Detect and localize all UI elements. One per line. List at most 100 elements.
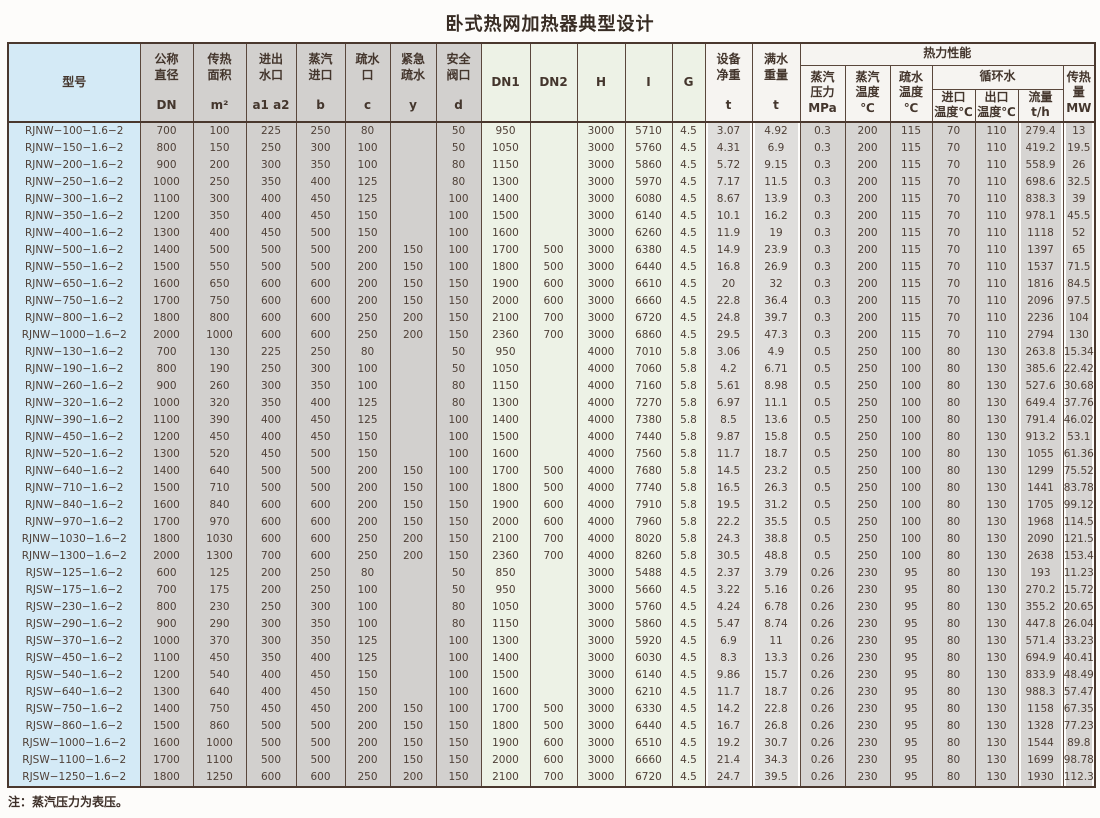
value-cell: 1250	[192, 768, 247, 787]
value-cell: 270.2	[1017, 581, 1064, 599]
value-cell: 4000	[576, 479, 626, 497]
value-cell: 0.26	[799, 683, 846, 701]
model-cell: RJNW−350−1.6−2	[7, 207, 141, 225]
value-cell: 700	[529, 326, 578, 344]
value-cell: 200	[844, 207, 891, 225]
value-cell: 110	[974, 190, 1019, 208]
value-cell: 200	[844, 120, 891, 140]
value-cell: 70	[931, 120, 976, 140]
value-cell: 0.3	[799, 207, 846, 225]
value-cell: 8260	[624, 547, 673, 565]
value-cell: 500	[245, 241, 297, 259]
value-cell: 6610	[624, 275, 673, 293]
value-cell: 13.9	[751, 190, 801, 208]
value-cell: 350	[295, 615, 346, 633]
value-cell: 100	[435, 241, 482, 259]
value-cell: 1150	[480, 156, 531, 174]
model-cell: RJNW−250−1.6−2	[7, 173, 141, 191]
model-cell: RJNW−450−1.6−2	[7, 428, 141, 446]
value-cell: 50	[435, 564, 482, 582]
value-cell: 115	[889, 139, 933, 157]
value-cell: 130	[1062, 326, 1096, 344]
value-cell: 100	[435, 700, 482, 718]
value-cell: 80	[931, 683, 976, 701]
value-cell: 4.5	[671, 700, 706, 718]
value-cell: 1100	[139, 190, 194, 208]
header-i: I	[624, 42, 673, 123]
header-h: H	[576, 42, 626, 123]
table-row: RJNW−640−1.6−2 1400 640 500 500 200 150 100 1700…	[7, 462, 1096, 480]
value-cell: 110	[974, 241, 1019, 259]
value-cell: 80	[931, 564, 976, 582]
value-cell: 11.5	[751, 173, 801, 191]
value-cell: 130	[974, 751, 1019, 769]
value-cell	[529, 120, 578, 140]
model-cell: RJNW−400−1.6−2	[7, 224, 141, 242]
value-cell: 3000	[576, 700, 626, 718]
value-cell: 11.9	[704, 224, 753, 242]
value-cell: 290	[192, 615, 247, 633]
table-header: 型号 公称 直径 DN 传热 面积 m² 进出 水口 a1 a2 蒸汽 进口 b 疏水 …	[7, 42, 1096, 123]
value-cell: 110	[974, 326, 1019, 344]
value-cell: 0.5	[799, 547, 846, 565]
value-cell: 600	[245, 309, 297, 327]
value-cell: 80	[931, 700, 976, 718]
value-cell: 100	[435, 649, 482, 667]
value-cell: 500	[245, 462, 297, 480]
value-cell: 800	[139, 598, 194, 616]
value-cell: 419.2	[1017, 139, 1064, 157]
value-cell: 500	[295, 445, 346, 463]
value-cell: 200	[389, 547, 437, 565]
value-cell: 46.02	[1062, 411, 1096, 429]
value-cell: 1118	[1017, 224, 1064, 242]
value-cell: 114.5	[1062, 513, 1096, 531]
value-cell: 39	[1062, 190, 1096, 208]
table-row: RJSW−860−1.6−2 1500 860 500 500 200 150 150 1800…	[7, 717, 1096, 735]
value-cell: 100	[889, 513, 933, 531]
value-cell: 11.1	[751, 394, 801, 412]
value-cell	[529, 190, 578, 208]
value-cell: 2096	[1017, 292, 1064, 310]
value-cell: 300	[245, 377, 297, 395]
value-cell: 350	[245, 649, 297, 667]
value-cell: 3000	[576, 156, 626, 174]
value-cell: 80	[931, 598, 976, 616]
value-cell: 400	[245, 428, 297, 446]
value-cell: 450	[295, 683, 346, 701]
value-cell	[389, 120, 437, 140]
value-cell: 130	[974, 479, 1019, 497]
value-cell: 1500	[139, 258, 194, 276]
value-cell: 125	[192, 564, 247, 582]
value-cell	[529, 564, 578, 582]
value-cell: 200	[844, 258, 891, 276]
value-cell: 130	[974, 632, 1019, 650]
table-row: RJNW−250−1.6−2 1000 250 350 400 125 80 1300 3000…	[7, 173, 1096, 191]
value-cell: 14.9	[704, 241, 753, 259]
value-cell: 8.74	[751, 615, 801, 633]
value-cell: 65	[1062, 241, 1096, 259]
value-cell: 150	[435, 309, 482, 327]
value-cell	[389, 615, 437, 633]
model-cell: RJNW−1000−1.6−2	[7, 326, 141, 344]
value-cell: 150	[344, 428, 391, 446]
value-cell: 130	[974, 564, 1019, 582]
value-cell: 1150	[480, 615, 531, 633]
value-cell: 80	[931, 445, 976, 463]
value-cell: 95	[889, 768, 933, 787]
value-cell: 6440	[624, 717, 673, 735]
value-cell: 700	[529, 547, 578, 565]
header-full-weight: 满水 重量 t	[751, 42, 801, 123]
value-cell: 350	[295, 156, 346, 174]
value-cell: 150	[435, 292, 482, 310]
value-cell: 150	[389, 275, 437, 293]
value-cell: 1600	[139, 275, 194, 293]
value-cell: 230	[844, 632, 891, 650]
value-cell: 500	[295, 717, 346, 735]
value-cell: 110	[974, 292, 1019, 310]
value-cell: 80	[344, 120, 391, 140]
model-cell: RJSW−450−1.6−2	[7, 649, 141, 667]
value-cell: 900	[139, 377, 194, 395]
value-cell: 26.3	[751, 479, 801, 497]
value-cell: 95	[889, 751, 933, 769]
value-cell: 1900	[480, 496, 531, 514]
